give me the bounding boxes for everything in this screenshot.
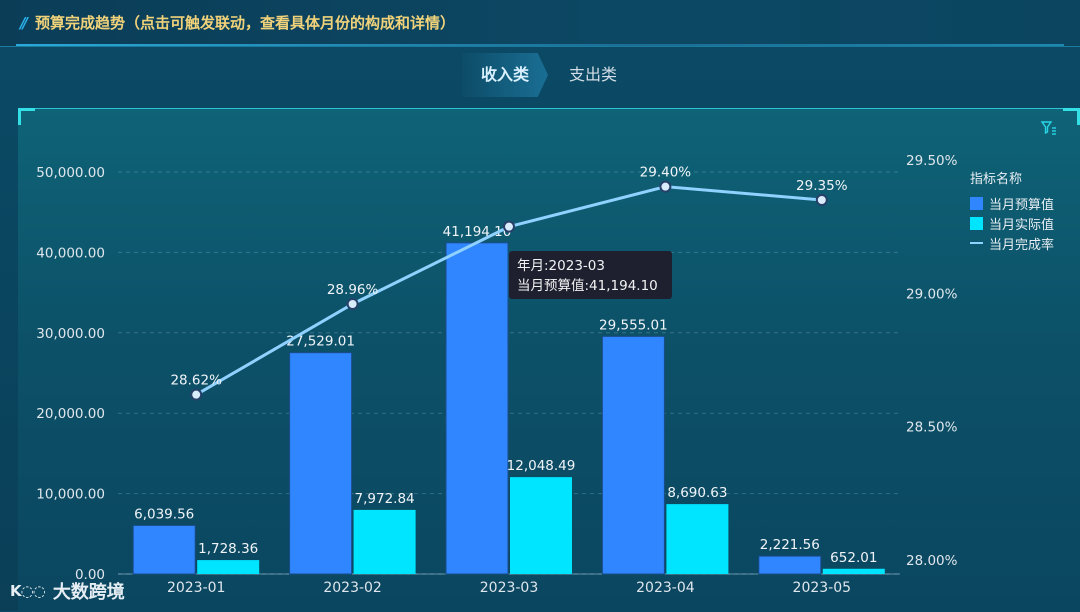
bar-budget bbox=[601, 335, 665, 575]
x-tick-label: 2023-04 bbox=[636, 580, 695, 596]
rate-line: 28.62% 28.96% 29.40% 29.35% bbox=[170, 165, 848, 401]
legend-item-actual[interactable]: 当月实际值 bbox=[970, 213, 1054, 233]
tab-expense[interactable]: 支出类 bbox=[568, 65, 617, 84]
bars: 6,039.56 27,529.01 41,194.10 29,555.01 2,221… bbox=[132, 224, 885, 575]
rate-point bbox=[659, 180, 672, 193]
panel-header: // 预算完成趋势（点击可触发联动，查看具体月份的构成和详情） bbox=[0, 0, 1080, 47]
legend-item-budget[interactable]: 当月预算值 bbox=[970, 193, 1054, 213]
rate-point bbox=[346, 298, 359, 310]
bar-budget bbox=[289, 352, 353, 575]
legend-label-budget: 当月预算值 bbox=[989, 197, 1055, 213]
legend-title: 指标名称 bbox=[970, 172, 1023, 187]
data-label-budget: 27,529.01 bbox=[286, 334, 355, 350]
tooltip-value: 当月预算值:41,194.10 bbox=[517, 278, 658, 294]
watermark-text: 大数跨境 bbox=[52, 582, 125, 603]
left-tick-label: 30,000.00 bbox=[36, 326, 105, 342]
chart-tooltip: 年月:2023-03 当月预算值:41,194.10 bbox=[509, 251, 672, 299]
legend-item-rate[interactable]: 当月完成率 bbox=[970, 233, 1054, 253]
bar-actual bbox=[666, 504, 729, 574]
x-tick-label: 2023-03 bbox=[480, 580, 539, 596]
page-title: 预算完成趋势（点击可触发联动，查看具体月份的构成和详情） bbox=[34, 14, 455, 32]
bar-actual bbox=[510, 477, 572, 574]
rate-label: 29.35% bbox=[796, 178, 848, 194]
x-axis: 2023-01 2023-02 2023-03 2023-04 2023-05 bbox=[167, 580, 851, 596]
filter-icon[interactable] bbox=[1041, 121, 1057, 135]
rate-point bbox=[815, 194, 828, 206]
data-label-actual: 12,048.49 bbox=[507, 458, 576, 474]
corner-decoration-left bbox=[18, 108, 35, 125]
right-tick-label: 29.50% bbox=[906, 153, 958, 169]
legend-label-actual: 当月实际值 bbox=[989, 217, 1055, 233]
bar-budget bbox=[758, 555, 822, 575]
watermark: K◌◌ 大数跨境 bbox=[10, 578, 125, 604]
left-tick-label: 0.00 bbox=[75, 567, 105, 583]
left-tick-label: 50,000.00 bbox=[36, 165, 105, 181]
rate-label: 29.40% bbox=[640, 165, 692, 181]
data-label-budget: 41,194.10 bbox=[443, 224, 512, 240]
data-label-actual: 7,972.84 bbox=[355, 491, 415, 507]
rate-label: 28.96% bbox=[327, 282, 379, 298]
right-axis: 28.00% 28.50% 29.00% 29.50% bbox=[906, 153, 958, 569]
bar-budget bbox=[445, 242, 509, 575]
data-label-actual: 1,728.36 bbox=[198, 541, 258, 557]
data-label-budget: 29,555.01 bbox=[599, 317, 668, 333]
left-tick-label: 20,000.00 bbox=[36, 406, 105, 422]
legend-swatch-rate bbox=[970, 242, 983, 244]
tab-income[interactable]: 收入类 bbox=[462, 53, 548, 97]
right-tick-label: 29.00% bbox=[906, 286, 958, 302]
bar-actual bbox=[353, 509, 416, 574]
left-axis: 0.00 10,000.00 20,000.00 30,000.00 40,000.00… bbox=[36, 165, 105, 583]
bar-actual bbox=[197, 560, 260, 574]
bar-budget bbox=[132, 524, 196, 575]
category-tabs: 收入类 支出类 bbox=[462, 53, 638, 97]
x-tick-label: 2023-01 bbox=[167, 580, 226, 596]
data-label-actual: 652.01 bbox=[830, 550, 877, 566]
rate-point bbox=[503, 220, 515, 233]
legend-swatch-actual bbox=[970, 216, 983, 230]
header-underline bbox=[16, 44, 1064, 46]
data-label-budget: 2,221.56 bbox=[760, 537, 820, 553]
right-tick-label: 28.00% bbox=[906, 553, 958, 569]
legend-swatch-budget bbox=[970, 196, 983, 210]
rate-label: 28.62% bbox=[170, 373, 222, 389]
data-label-budget: 6,039.56 bbox=[134, 506, 194, 522]
data-label-actual: 8,690.63 bbox=[667, 485, 727, 501]
corner-decoration-right bbox=[1063, 108, 1080, 125]
legend: 指标名称 当月预算值 当月实际值 当月完成率 bbox=[970, 168, 1054, 253]
header-title-wrap: // 预算完成趋势（点击可触发联动，查看具体月份的构成和详情） bbox=[20, 12, 455, 33]
right-tick-label: 28.50% bbox=[906, 420, 958, 436]
x-tick-label: 2023-02 bbox=[323, 580, 382, 596]
tooltip-month: 年月:2023-03 bbox=[517, 258, 605, 274]
left-tick-label: 40,000.00 bbox=[36, 245, 105, 261]
watermark-logo: K◌◌ bbox=[10, 582, 46, 600]
legend-label-rate: 当月完成率 bbox=[989, 237, 1055, 253]
double-slash-icon: // bbox=[20, 13, 28, 32]
left-tick-label: 10,000.00 bbox=[36, 487, 105, 503]
x-tick-label: 2023-05 bbox=[793, 580, 852, 596]
rate-point bbox=[190, 388, 203, 401]
bar-actual bbox=[822, 568, 885, 574]
